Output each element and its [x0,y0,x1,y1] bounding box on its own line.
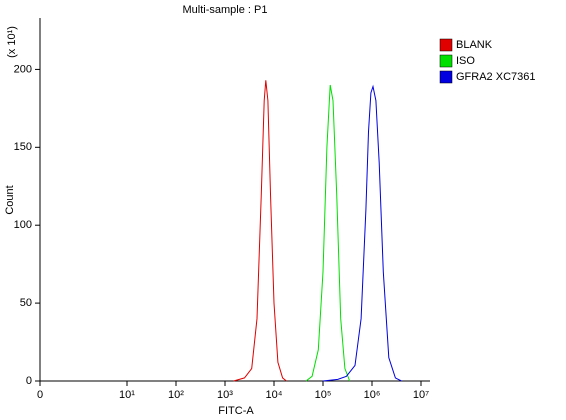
x-tick-label: 10⁴ [266,389,283,401]
x-tick-label: 10³ [217,389,233,401]
y-tick-label: 0 [26,375,32,387]
legend-swatch [439,70,453,84]
legend-label: GFRA2 XC7361 [456,71,535,83]
legend-label: BLANK [456,39,493,51]
x-tick-label: 10⁵ [315,389,332,401]
y-tick-label: 150 [14,141,32,153]
legend-swatch [439,38,453,52]
legend-label: ISO [456,55,475,67]
y-axis-label: Count [4,185,16,214]
x-tick-label: 10⁶ [364,389,381,401]
histogram-line [322,84,402,382]
y-tick-label: 200 [14,63,32,75]
legend-swatch [439,54,453,68]
y-multiplier: (x 10¹) [6,26,18,58]
y-tick-label: 100 [14,219,32,231]
histogram-line [233,80,287,382]
histogram-line [305,84,351,382]
x-tick-label: 10¹ [119,389,135,401]
y-tick-label: 50 [20,297,32,309]
x-axis-label: FITC-A [218,405,254,417]
x-tick-label: 0 [37,389,43,401]
chart-title: Multi-sample : P1 [183,4,268,16]
x-tick-label: 10² [168,389,184,401]
x-tick-label: 10⁷ [413,389,429,401]
